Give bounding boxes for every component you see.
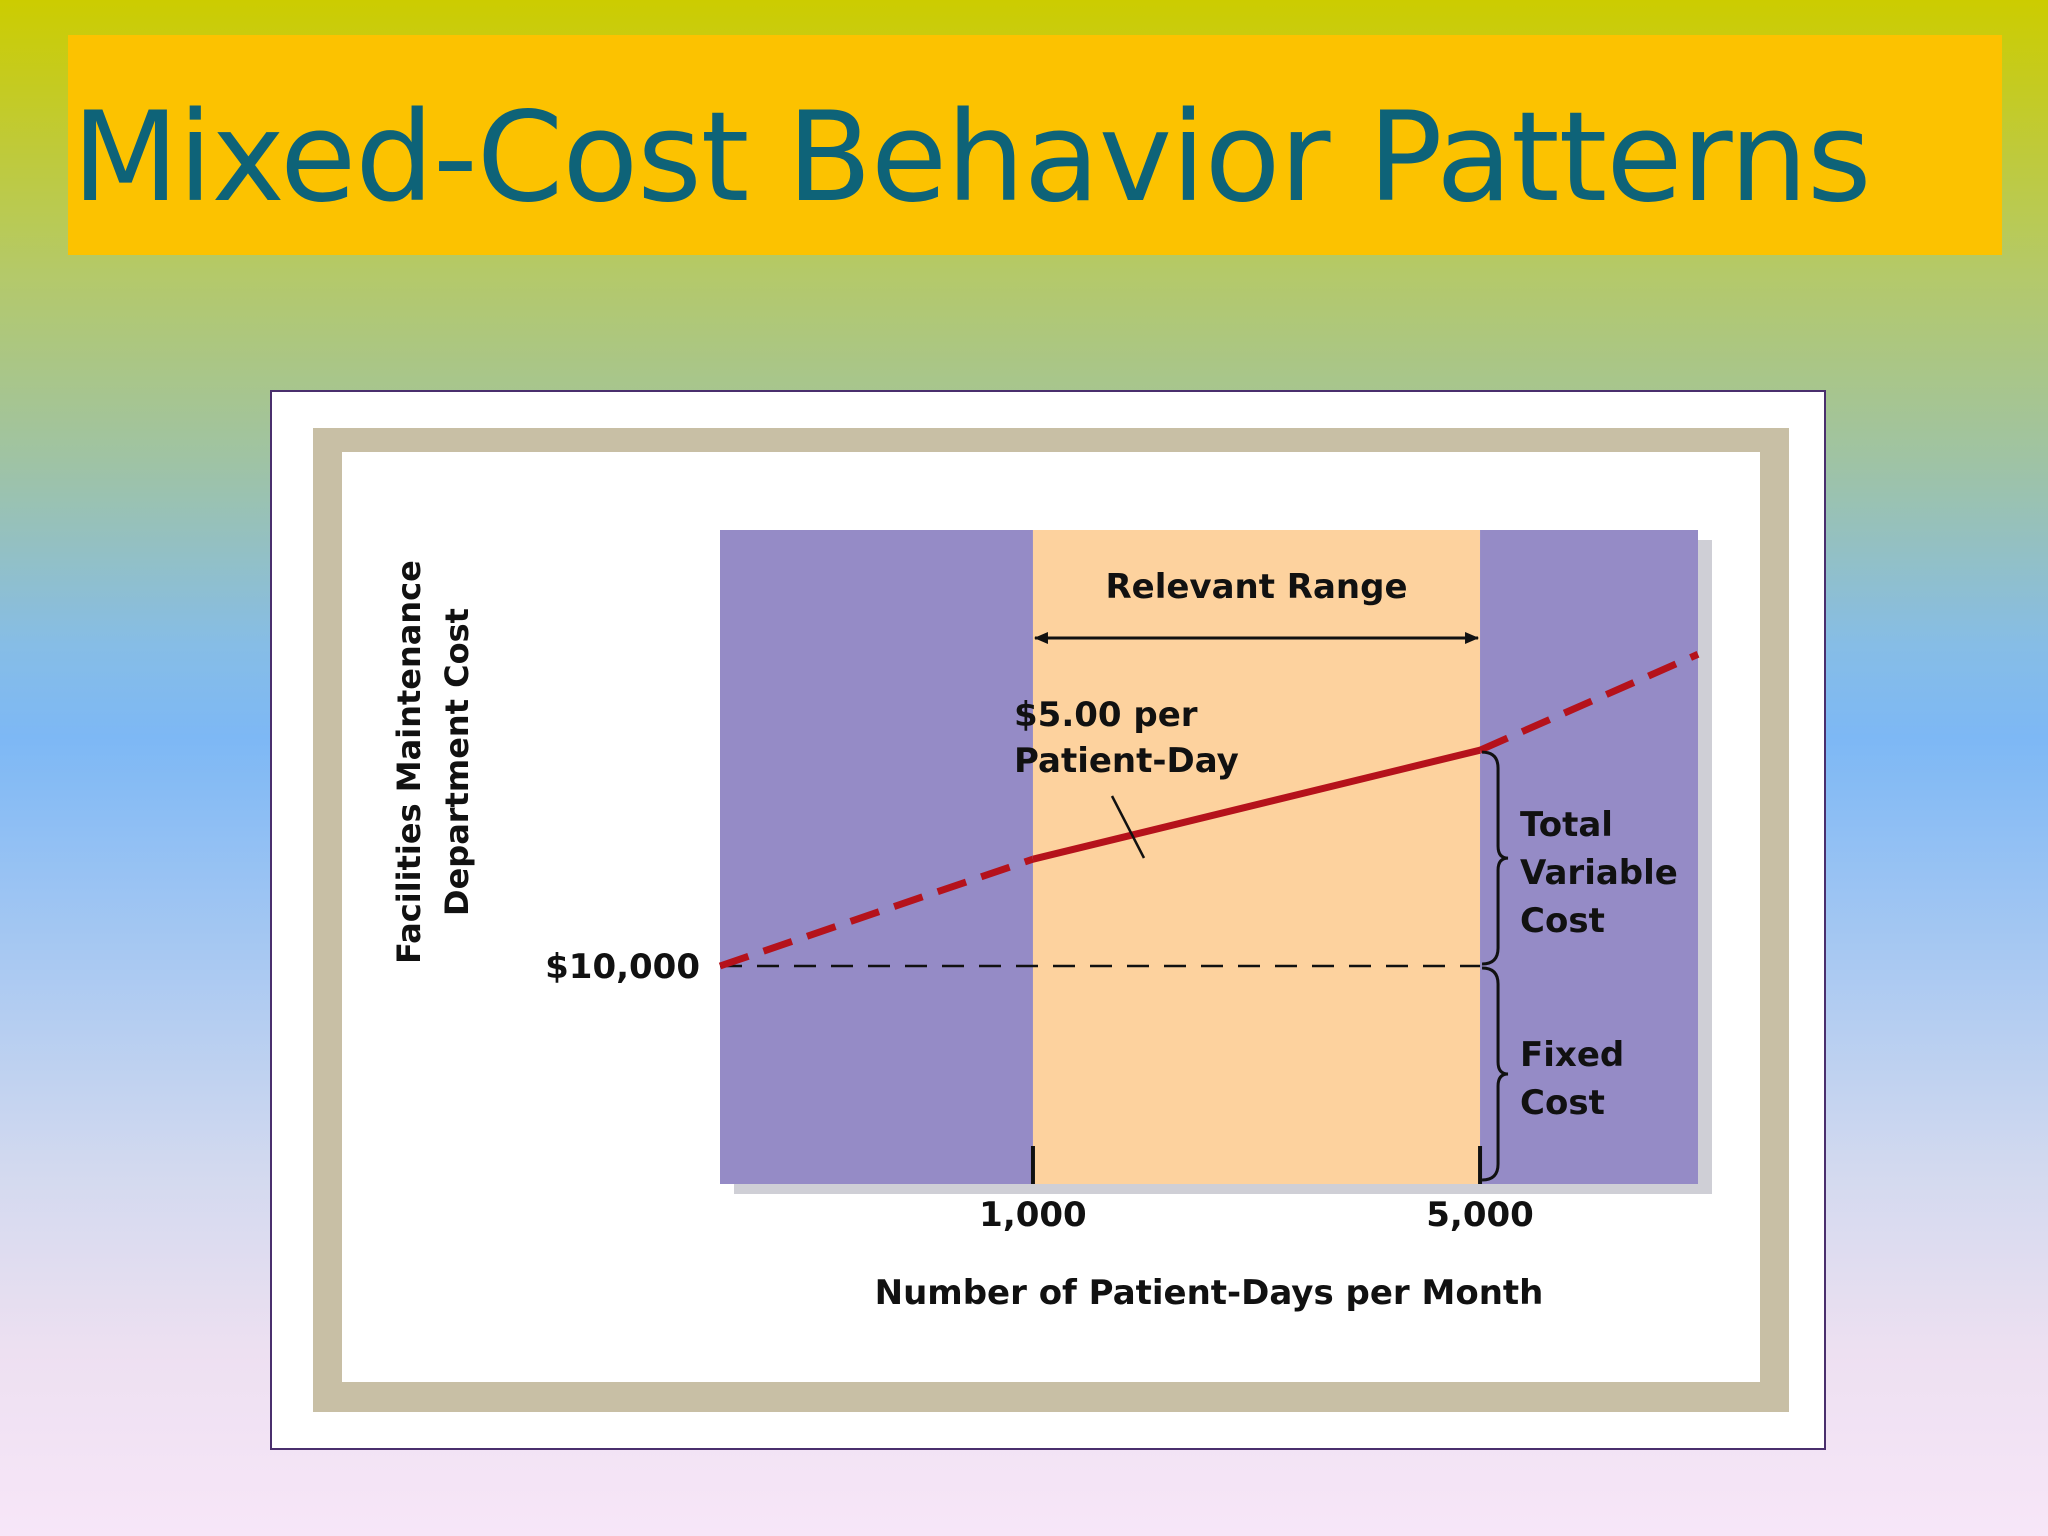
- region-below-range: [720, 530, 1033, 1184]
- total-variable-cost-label-line1: Total: [1520, 805, 1613, 845]
- chart-canvas: Relevant Range $5.00 per Patient-Day Total V…: [342, 452, 1760, 1382]
- fixed-cost-label-line1: Fixed: [1520, 1035, 1624, 1075]
- relevant-range-label: Relevant Range: [1105, 567, 1407, 607]
- total-variable-cost-label-line3: Cost: [1520, 901, 1605, 941]
- fixed-cost-label-line2: Cost: [1520, 1083, 1605, 1123]
- total-variable-cost-label-line2: Variable: [1520, 853, 1678, 893]
- y-axis-title-line2: Department Cost: [438, 608, 476, 916]
- cost-line-dashed-right: [1478, 651, 1700, 754]
- y-axis-title-line1: Facilities Maintenance: [390, 560, 428, 964]
- mixed-cost-chart: Relevant Range $5.00 per Patient-Day Total V…: [390, 530, 1712, 1313]
- cost-line-solid: [1032, 746, 1481, 863]
- x-axis-title: Number of Patient-Days per Month: [875, 1273, 1544, 1313]
- region-relevant-range: [1032, 530, 1481, 1184]
- title-bar: [68, 35, 2002, 255]
- region-above-range: [1480, 530, 1698, 1184]
- slide-title: Mixed-Cost Behavior Patterns: [72, 86, 1872, 230]
- cost-line-dashed-left: [718, 855, 1035, 970]
- x-tick-label: 5,000: [1426, 1195, 1534, 1235]
- x-tick-label: 1,000: [979, 1195, 1087, 1235]
- slope-pointer-line: [1110, 795, 1146, 859]
- y-tick-label: $10,000: [545, 947, 700, 987]
- slope-label-line2: Patient-Day: [1014, 741, 1239, 781]
- slope-label-line1: $5.00 per: [1014, 695, 1198, 735]
